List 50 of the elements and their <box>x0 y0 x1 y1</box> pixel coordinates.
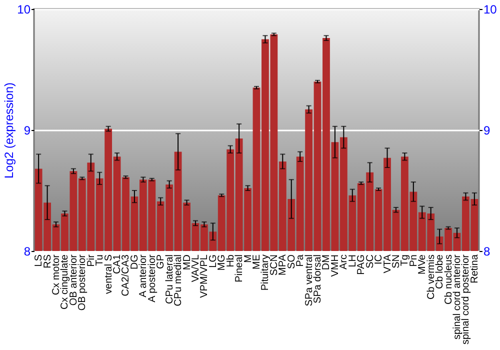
x-tick-label: VA/VL <box>190 254 202 282</box>
x-tick-label: A anterior <box>138 254 150 298</box>
x-tick-label: ventral S <box>103 254 114 294</box>
x-tick-label: SC <box>364 254 376 268</box>
x-tick-label: GP <box>156 254 167 269</box>
x-tick-label: SCN <box>268 254 280 276</box>
x-tick-label: OB posterior <box>77 254 88 311</box>
x-tick-label: CA2/CA3 <box>120 254 132 296</box>
x-tick-label: RS <box>42 254 54 268</box>
x-tick-label: MPA <box>278 254 289 276</box>
x-tick-label: Tg <box>400 254 411 266</box>
x-tick-label: LS <box>34 254 45 267</box>
x-tick-label: MVe <box>417 254 428 275</box>
x-tick-label: Pn <box>408 254 420 267</box>
x-tick-label: LH <box>347 254 358 268</box>
x-tick-label: Cx cingulate <box>60 254 71 310</box>
x-tick-label: A posterior <box>146 254 158 302</box>
y2-tick-label: 8 <box>484 244 490 258</box>
x-tick-label: M <box>242 254 254 263</box>
x-tick-label: VMH <box>330 254 341 277</box>
x-tick-label: CPu medial <box>173 254 184 306</box>
y-tick-label: 9 <box>24 124 31 138</box>
x-tick-label: SO <box>286 254 298 269</box>
x-tick-label: Pir <box>86 254 97 267</box>
x-tick-label: Arc <box>338 254 350 270</box>
x-tick-label: IC <box>374 254 385 264</box>
x-tick-label: Cb lobe <box>434 254 446 289</box>
x-tick-label: DM <box>321 254 332 270</box>
y2-tick-label: 10 <box>484 2 498 16</box>
x-tick-label: ME <box>252 254 262 270</box>
x-tick-label: PAG <box>356 254 368 275</box>
x-tick-label: Hb <box>225 254 236 268</box>
x-tick-label: OB anterior <box>68 254 80 306</box>
x-tick-label: Cb nucleus <box>443 254 454 305</box>
y2-tick-label: 9 <box>484 124 490 138</box>
y-tick-label: 10 <box>17 2 31 16</box>
x-tick-label: spinal cord anterior <box>452 254 463 340</box>
y-axis-title: Log2 (expression) <box>2 82 16 179</box>
x-tick-label: spinal cord posterior <box>460 254 472 345</box>
x-tick-label: Retina <box>469 254 480 284</box>
x-tick-label: Pineal <box>234 254 246 282</box>
x-tick-label: Tu <box>94 254 106 266</box>
x-tick-label: Pituitary <box>260 254 272 291</box>
x-tick-label: LG <box>208 254 219 268</box>
x-tick-label: VTA <box>382 254 394 274</box>
x-tick-label: DG <box>129 254 140 270</box>
x-tick-label: SN <box>390 254 402 268</box>
x-tick-label: VPM/VPL <box>199 254 210 298</box>
y-tick-label: 8 <box>24 244 31 258</box>
x-tick-label: Pa <box>295 254 306 267</box>
